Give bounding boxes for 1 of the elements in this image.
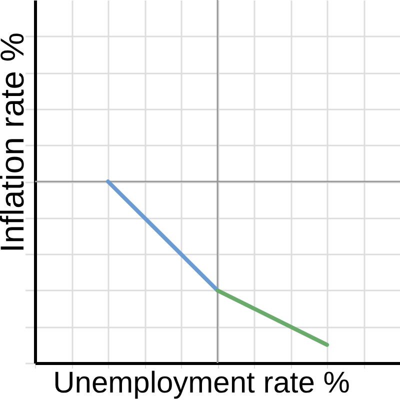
x-axis-title: Unemployment rate % — [53, 366, 350, 400]
